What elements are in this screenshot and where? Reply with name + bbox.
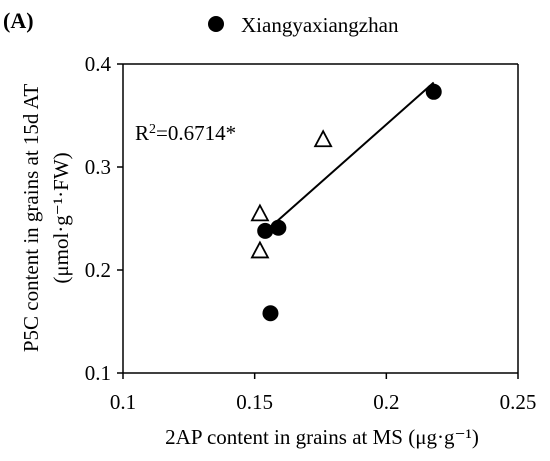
r-squared-annotation: R2=0.6714* bbox=[135, 121, 236, 145]
panel-label: (A) bbox=[3, 8, 34, 33]
y-axis-label: P5C content in grains at 15d AT (μmol·g⁻… bbox=[19, 84, 73, 352]
data-point-triangle bbox=[250, 203, 270, 222]
y-tick-label: 0.1 bbox=[85, 361, 111, 385]
data-point-triangle bbox=[313, 129, 333, 148]
legend-marker-filled-circle bbox=[208, 16, 224, 32]
x-tick-label: 0.25 bbox=[500, 390, 537, 414]
y-tick-label: 0.3 bbox=[85, 155, 111, 179]
y-tick-label: 0.4 bbox=[85, 52, 112, 76]
legend: Xiangyaxiangzhan bbox=[208, 13, 399, 37]
data-point-circle bbox=[425, 83, 442, 100]
legend-label: Xiangyaxiangzhan bbox=[241, 13, 399, 37]
y-axis-label-line2: (μmol·g⁻¹·FW) bbox=[49, 152, 73, 283]
x-tick-label: 0.1 bbox=[110, 390, 136, 414]
x-tick-label: 0.2 bbox=[373, 390, 399, 414]
trendline-group bbox=[261, 81, 435, 235]
x-axis-label: 2AP content in grains at MS (μg·g⁻¹) bbox=[165, 425, 479, 449]
trendline bbox=[261, 81, 435, 235]
data-marks bbox=[250, 83, 442, 322]
data-point-triangle bbox=[250, 240, 270, 259]
y-axis-label-line1: P5C content in grains at 15d AT bbox=[19, 84, 43, 352]
data-point-circle bbox=[262, 305, 279, 322]
y-tick-label: 0.2 bbox=[85, 258, 111, 282]
axes: 0.1 0.15 0.2 0.25 0.1 0.2 0.3 0.4 bbox=[85, 52, 537, 414]
data-point-circle bbox=[270, 219, 287, 236]
data-point-circle bbox=[257, 222, 274, 239]
x-tick-label: 0.15 bbox=[236, 390, 273, 414]
